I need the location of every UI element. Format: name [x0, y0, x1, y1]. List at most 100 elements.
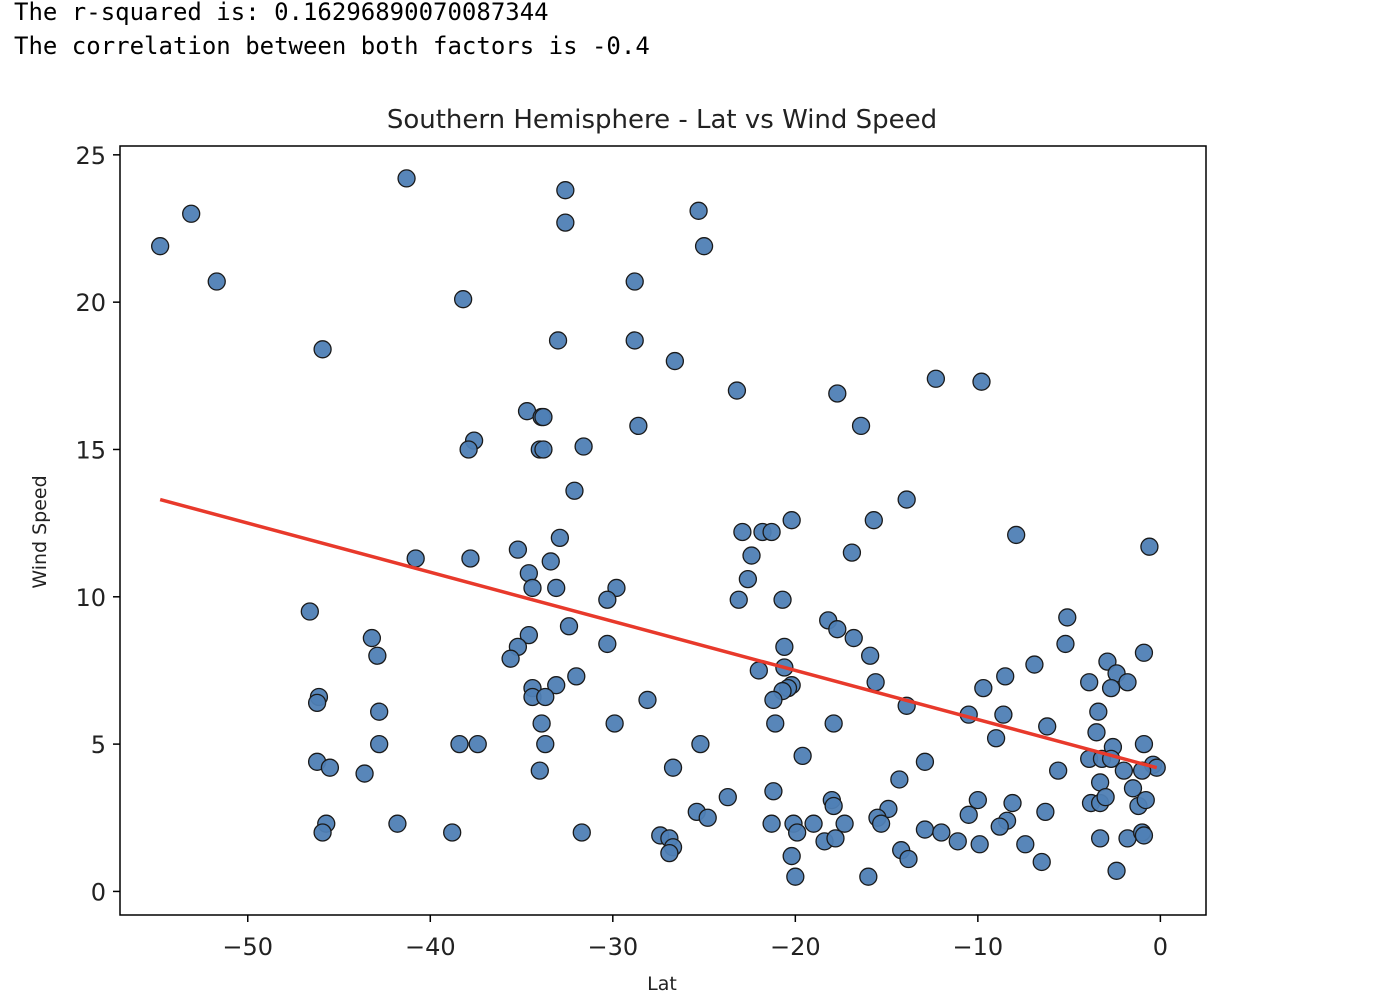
data-point — [788, 823, 807, 842]
data-point — [824, 796, 843, 816]
data-point — [523, 578, 542, 598]
data-point — [572, 823, 591, 842]
data-point — [598, 590, 617, 609]
data-point — [727, 381, 747, 400]
data-point — [313, 340, 332, 359]
data-point — [663, 758, 683, 777]
data-point — [897, 490, 916, 509]
data-point — [1123, 779, 1143, 798]
y-tick-label: 15 — [75, 436, 106, 464]
data-point — [182, 204, 201, 223]
data-point — [762, 814, 781, 833]
data-point — [861, 646, 880, 665]
x-tick-label: −40 — [405, 933, 456, 961]
data-point — [151, 237, 170, 256]
data-point — [1016, 835, 1035, 854]
x-tick-label: 0 — [1153, 933, 1168, 961]
data-point — [530, 761, 549, 780]
data-point — [660, 843, 679, 863]
data-point — [534, 440, 553, 459]
regression-layer — [159, 497, 1158, 770]
plot-frame — [119, 145, 1207, 916]
data-point — [1036, 802, 1055, 822]
data-point — [926, 369, 946, 388]
data-point — [691, 734, 710, 754]
data-point — [786, 867, 805, 886]
y-tick-label: 10 — [75, 584, 106, 612]
data-point — [307, 693, 327, 713]
data-point — [793, 746, 812, 766]
data-point — [859, 867, 878, 886]
x-axis-title: Lat — [647, 973, 677, 995]
data-point — [1101, 678, 1121, 698]
data-point — [968, 790, 987, 810]
data-point — [450, 734, 469, 754]
data-point — [1134, 643, 1154, 662]
data-point — [775, 637, 794, 657]
data-point — [567, 667, 586, 686]
data-point — [718, 787, 737, 807]
data-point — [1049, 761, 1068, 780]
data-point — [828, 384, 847, 403]
data-point — [1114, 761, 1134, 780]
data-point — [826, 829, 845, 848]
data-point — [932, 823, 951, 842]
data-point — [1107, 861, 1126, 880]
data-point — [559, 617, 579, 636]
data-point — [355, 764, 374, 783]
data-point — [536, 687, 555, 707]
data-point — [1096, 787, 1115, 807]
data-point — [1090, 829, 1110, 848]
data-point — [547, 676, 566, 695]
data-point — [915, 820, 935, 839]
data-point — [1025, 655, 1044, 674]
data-point — [1134, 826, 1154, 845]
x-tick-label: −20 — [770, 933, 821, 961]
data-point — [665, 351, 685, 371]
data-point — [1056, 634, 1075, 654]
points-layer — [151, 169, 1166, 886]
data-point — [948, 832, 967, 851]
data-point — [388, 814, 407, 833]
data-point — [738, 569, 758, 589]
data-point — [453, 290, 473, 309]
data-point — [556, 181, 575, 200]
data-point — [994, 705, 1013, 724]
data-point — [959, 805, 978, 824]
data-point — [1032, 852, 1051, 872]
data-point — [986, 729, 1006, 748]
data-point — [804, 814, 823, 833]
data-point — [842, 543, 862, 562]
data-point — [320, 758, 340, 777]
data-point — [773, 590, 792, 609]
data-point — [501, 649, 520, 668]
data-point — [370, 702, 389, 721]
x-tick-label: −10 — [953, 933, 1004, 961]
data-point — [890, 770, 909, 789]
data-point — [313, 823, 332, 842]
data-point — [835, 814, 854, 833]
data-point — [766, 714, 785, 733]
data-point — [397, 169, 416, 188]
data-point — [605, 714, 624, 733]
data-point — [541, 552, 560, 571]
data-point — [694, 237, 714, 256]
tick-layer: −50 −40 −30 −20 −10 0 0 5 10 15 20 25 — [75, 142, 1168, 961]
data-point — [532, 714, 551, 733]
data-point — [762, 522, 781, 542]
data-point — [519, 625, 538, 645]
data-point — [443, 823, 462, 842]
data-point — [1003, 793, 1022, 813]
data-point — [300, 602, 319, 621]
regression-line — [159, 497, 1158, 770]
data-point — [556, 213, 575, 232]
data-point — [996, 667, 1015, 686]
data-point — [1038, 717, 1057, 736]
data-point — [974, 678, 993, 698]
data-point — [548, 331, 568, 350]
data-point — [729, 590, 748, 609]
data-point — [764, 782, 783, 801]
y-tick-label: 5 — [91, 731, 106, 759]
data-point — [899, 849, 918, 869]
data-point — [468, 734, 487, 754]
